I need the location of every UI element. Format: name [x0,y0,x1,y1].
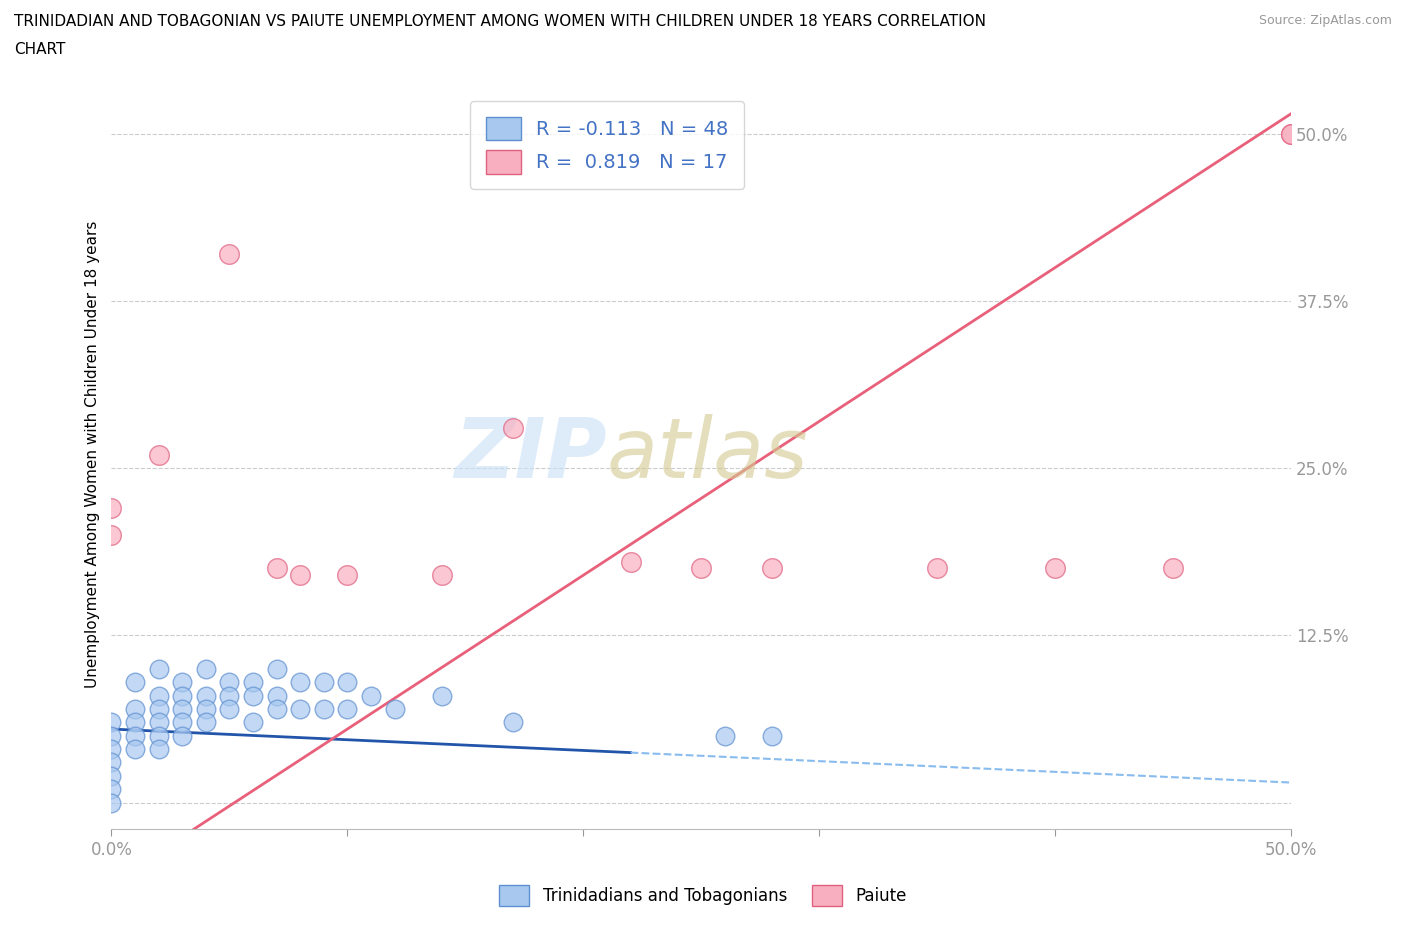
Point [690,561,713,576]
Point [218,688,240,703]
Point [124,701,146,716]
Point [218,675,240,690]
Point [218,701,240,716]
Text: ZIP: ZIP [454,414,607,496]
Point [266,688,288,703]
Point [1163,561,1185,576]
Point [100,795,122,810]
Point [172,728,194,743]
Point [148,741,170,756]
Point [148,728,170,743]
Point [194,688,217,703]
Point [242,675,264,690]
Point [384,701,406,716]
Point [172,701,194,716]
Point [290,567,312,582]
Point [619,554,641,569]
Point [502,715,524,730]
Text: TRINIDADIAN AND TOBAGONIAN VS PAIUTE UNEMPLOYMENT AMONG WOMEN WITH CHILDREN UNDE: TRINIDADIAN AND TOBAGONIAN VS PAIUTE UNE… [14,14,986,29]
Point [100,527,122,542]
Point [927,561,949,576]
Point [148,661,170,676]
Point [100,741,122,756]
Point [336,701,359,716]
Point [100,755,122,770]
Point [312,701,335,716]
Point [1279,126,1302,141]
Point [761,728,783,743]
Point [266,701,288,716]
Point [172,715,194,730]
Point [336,567,359,582]
Legend: Trinidadians and Tobagonians, Paiute: Trinidadians and Tobagonians, Paiute [492,879,914,912]
Point [714,728,737,743]
Point [148,447,170,462]
Point [100,728,122,743]
Point [148,715,170,730]
Point [148,701,170,716]
Point [218,246,240,261]
Point [172,675,194,690]
Point [336,675,359,690]
Point [124,741,146,756]
Point [761,561,783,576]
Point [194,715,217,730]
Point [100,782,122,797]
Point [124,675,146,690]
Point [100,768,122,783]
Point [148,688,170,703]
Point [100,715,122,730]
Point [124,728,146,743]
Text: CHART: CHART [14,42,66,57]
Point [430,567,453,582]
Point [290,675,312,690]
Point [360,688,382,703]
Point [172,688,194,703]
Point [194,701,217,716]
Point [266,661,288,676]
Point [242,688,264,703]
Point [194,661,217,676]
Text: Source: ZipAtlas.com: Source: ZipAtlas.com [1258,14,1392,27]
Point [1045,561,1067,576]
Text: atlas: atlas [607,414,808,496]
Point [242,715,264,730]
Point [290,701,312,716]
Legend: R = -0.113   N = 48, R =  0.819   N = 17: R = -0.113 N = 48, R = 0.819 N = 17 [470,101,744,190]
Point [502,420,524,435]
Point [100,501,122,516]
Point [312,675,335,690]
Point [124,715,146,730]
Point [430,688,453,703]
Point [1279,126,1302,141]
Y-axis label: Unemployment Among Women with Children Under 18 years: Unemployment Among Women with Children U… [86,221,100,688]
Point [266,561,288,576]
